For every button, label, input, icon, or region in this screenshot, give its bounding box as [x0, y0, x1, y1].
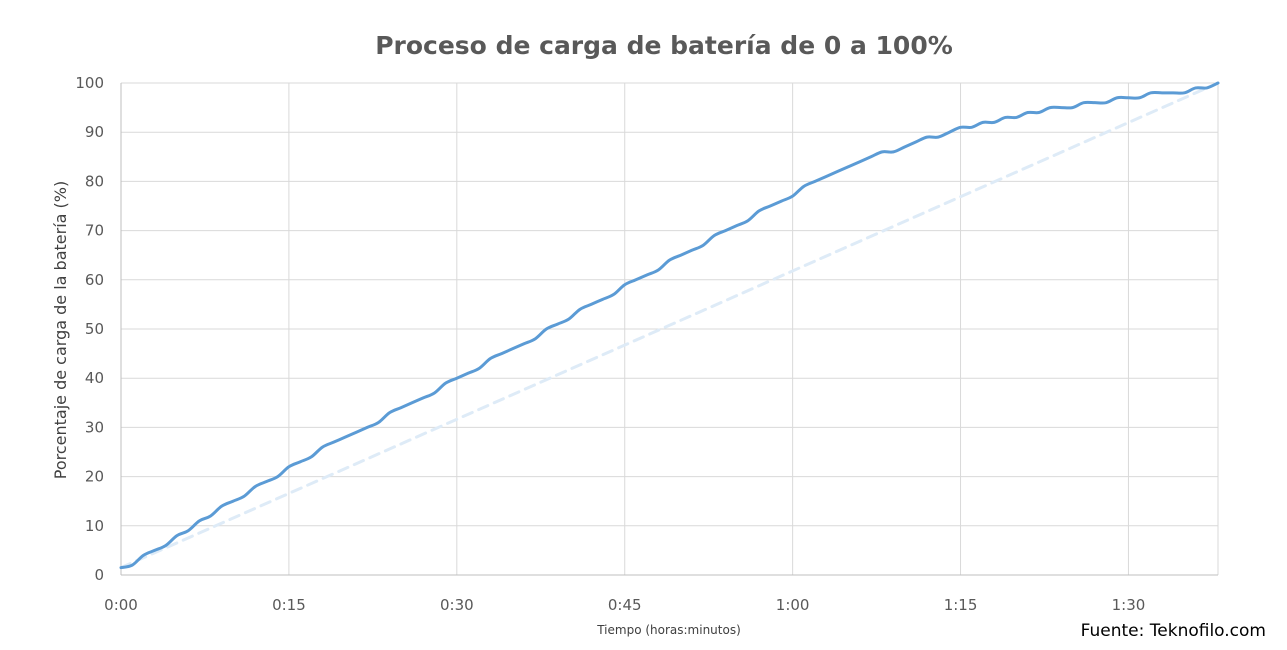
x-tick-labels: 0:00 0:15 0:30 0:45 1:00 1:15 1:30 — [104, 596, 1145, 614]
chart-title: Proceso de carga de batería de 0 a 100% — [375, 31, 953, 60]
x-tick-label: 0:15 — [272, 596, 306, 614]
axes — [120, 83, 1218, 576]
y-tick-label: 80 — [85, 172, 104, 190]
linear-reference-line — [119, 81, 1220, 570]
y-tick-label: 30 — [85, 418, 104, 436]
source-credit: Fuente: Teknofilo.com — [1081, 621, 1266, 641]
y-tick-label: 40 — [85, 369, 104, 387]
y-tick-label: 20 — [85, 468, 104, 486]
data-series — [119, 81, 1220, 570]
y-tick-label: 0 — [94, 566, 104, 584]
battery-charge-line — [119, 81, 1220, 570]
y-tick-label: 60 — [85, 271, 104, 289]
grid-lines — [121, 82, 1219, 575]
x-tick-label: 1:15 — [944, 596, 978, 614]
y-tick-label: 10 — [85, 517, 104, 535]
y-axis-label: Porcentaje de carga de la batería (%) — [51, 181, 70, 479]
y-tick-labels: 0 10 20 30 40 50 60 70 80 90 100 — [75, 74, 104, 584]
y-tick-label: 100 — [75, 74, 104, 92]
x-tick-label: 1:00 — [776, 596, 810, 614]
x-tick-label: 0:30 — [440, 596, 474, 614]
x-tick-label: 0:45 — [608, 596, 642, 614]
x-tick-label: 0:00 — [104, 596, 138, 614]
y-tick-label: 70 — [85, 222, 104, 240]
x-tick-label: 1:30 — [1112, 596, 1146, 614]
x-axis-label: Tiempo (horas:minutos) — [596, 623, 741, 637]
y-tick-label: 90 — [85, 123, 104, 141]
y-tick-label: 50 — [85, 320, 104, 338]
